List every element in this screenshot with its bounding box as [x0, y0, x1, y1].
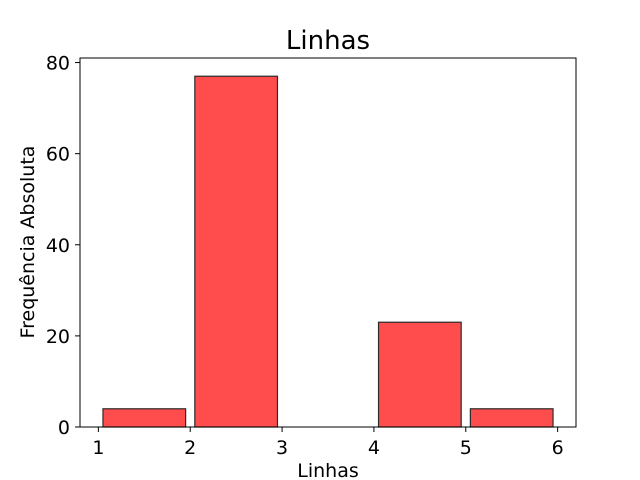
x-tick-label-3: 3 — [276, 437, 288, 459]
x-tick-label-6: 6 — [552, 437, 564, 459]
histogram-bar-2 — [194, 75, 279, 428]
y-tick-label-1: 0 — [58, 417, 70, 439]
y-tick-label-3: 40 — [46, 235, 70, 257]
y-tick-label-5: 80 — [46, 53, 70, 75]
x-tick-label-5: 5 — [460, 437, 472, 459]
y-tick-label-4: 60 — [46, 144, 70, 166]
y-axis-label: Frequência Absoluta — [17, 146, 39, 339]
x-axis-ticks: 1 2 3 4 5 6 — [92, 427, 564, 459]
x-tick-label-4: 4 — [368, 437, 380, 459]
histogram-bar-1 — [102, 408, 187, 428]
histogram-bar-5 — [469, 408, 554, 428]
y-tick-label-2: 20 — [46, 326, 70, 348]
plot-frame — [79, 57, 577, 428]
x-axis-label: Linhas — [297, 460, 359, 480]
histogram-bar-4 — [377, 321, 462, 428]
chart-title: Linhas — [286, 26, 370, 56]
x-tick-label-1: 1 — [92, 437, 104, 459]
y-axis-ticks: 0 20 40 60 80 — [46, 53, 80, 439]
x-tick-label-2: 2 — [184, 437, 196, 459]
bars-layer — [102, 75, 554, 428]
